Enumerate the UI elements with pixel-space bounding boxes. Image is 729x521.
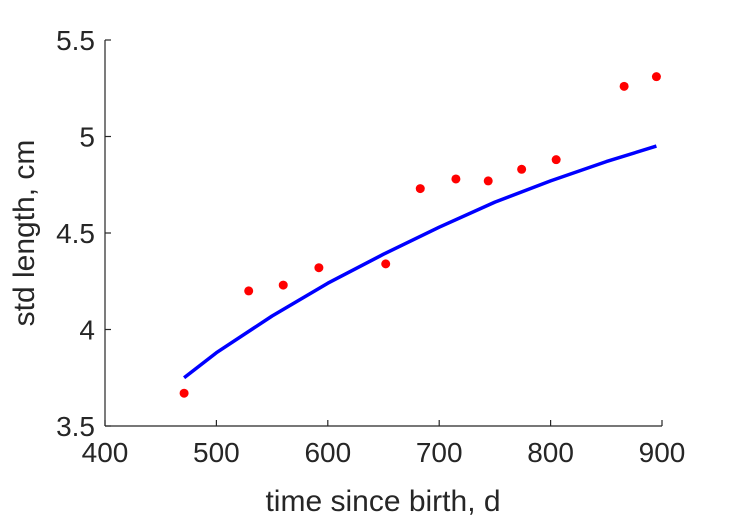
- fit-curve: [183, 144, 657, 380]
- data-point: [314, 263, 324, 273]
- x-tick-label: 700: [416, 437, 463, 468]
- y-tick-label: 3.5: [56, 411, 95, 442]
- y-axis-label: std length, cm: [8, 140, 41, 327]
- data-point: [381, 259, 391, 269]
- data-point: [179, 388, 189, 398]
- series-layer: [179, 72, 661, 398]
- x-tick-label: 500: [193, 437, 240, 468]
- data-point: [415, 184, 425, 194]
- x-tick-label: 400: [82, 437, 129, 468]
- y-tick-label: 5.5: [56, 25, 95, 56]
- data-point: [483, 176, 493, 186]
- ticks: 400 500 600 700 800 900 3.5 4 4.5 5 5.5: [56, 25, 685, 468]
- data-point: [619, 81, 629, 91]
- x-tick-label: 600: [304, 437, 351, 468]
- x-tick-label: 900: [639, 437, 686, 468]
- x-tick-label: 800: [527, 437, 574, 468]
- data-point: [278, 280, 288, 290]
- data-point: [517, 164, 527, 174]
- data-point: [451, 174, 461, 184]
- axes: [104, 40, 662, 427]
- data-point: [551, 155, 561, 165]
- y-tick-label: 4: [79, 315, 95, 346]
- data-point: [651, 72, 661, 82]
- y-tick-label: 5: [79, 122, 95, 153]
- data-point: [244, 286, 254, 296]
- y-tick-label: 4.5: [56, 218, 95, 249]
- x-axis-label: time since birth, d: [265, 485, 500, 518]
